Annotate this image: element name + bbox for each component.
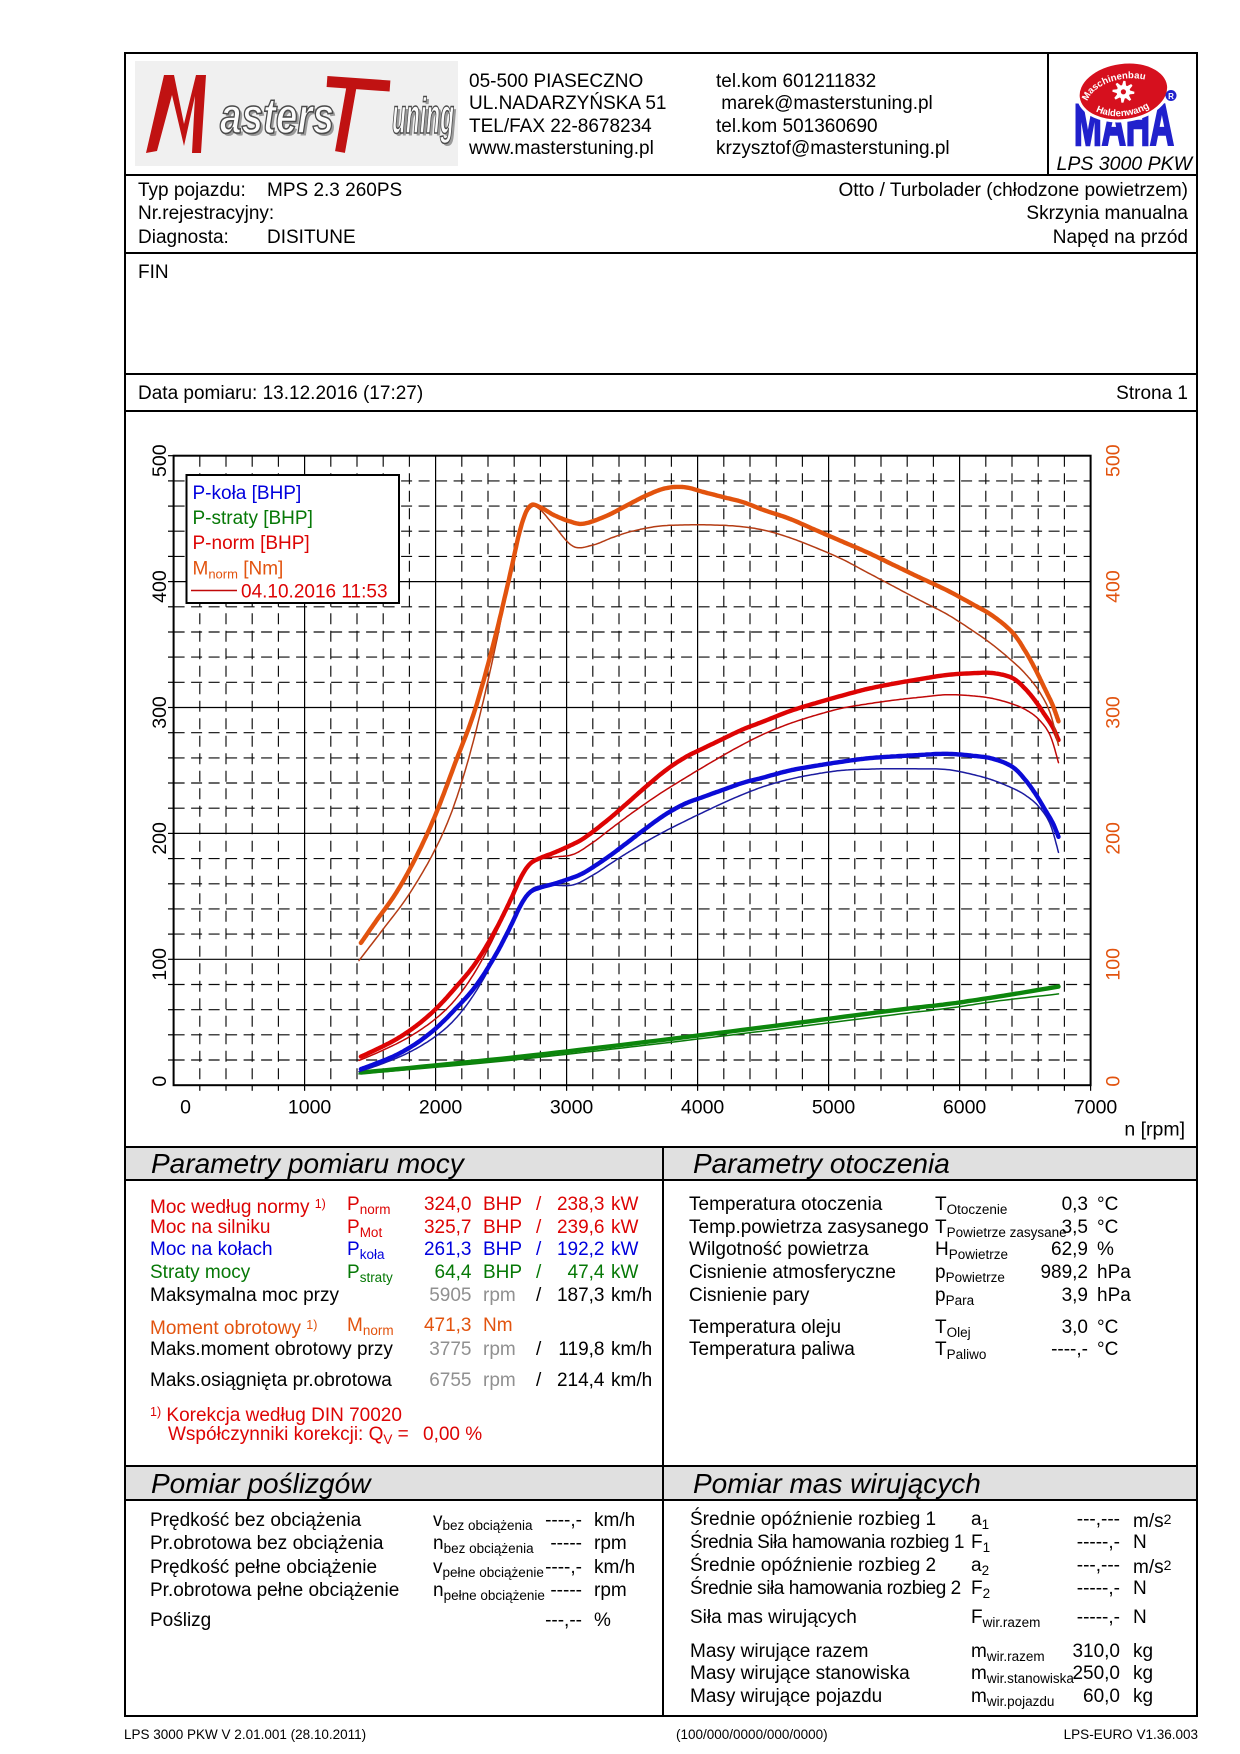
svg-text:200: 200 [149,822,171,855]
svg-text:LPS 3000 PKW: LPS 3000 PKW [1057,153,1194,175]
svg-text:500: 500 [1103,444,1125,477]
svg-text:5000: 5000 [812,1097,856,1119]
svg-text:2000: 2000 [419,1097,463,1119]
svg-text:P-straty [BHP]: P-straty [BHP] [193,508,313,529]
svg-text:P-norm [BHP]: P-norm [BHP] [193,533,310,554]
svg-text:400: 400 [149,570,171,603]
svg-text:1000: 1000 [288,1097,332,1119]
svg-text:uning: uning [392,88,454,144]
svg-text:300: 300 [1103,696,1125,729]
svg-text:400: 400 [1103,570,1125,603]
svg-text:0: 0 [1103,1076,1125,1087]
svg-text:4000: 4000 [681,1097,725,1119]
svg-text:100: 100 [149,948,171,981]
svg-text:asters: asters [220,88,334,144]
svg-text:R: R [1168,92,1174,101]
svg-text:3000: 3000 [550,1097,594,1119]
svg-text:0: 0 [149,1076,171,1087]
svg-text:6000: 6000 [943,1097,987,1119]
svg-text:0: 0 [180,1097,191,1119]
svg-text:7000: 7000 [1074,1097,1118,1119]
svg-text:500: 500 [149,444,171,477]
svg-text:04.10.2016 11:53: 04.10.2016 11:53 [241,582,388,603]
svg-text:uning: uning [395,91,457,147]
svg-text:300: 300 [149,696,171,729]
svg-text:100: 100 [1103,948,1125,981]
svg-text:asters: asters [223,91,337,147]
svg-text:P-koła [BHP]: P-koła [BHP] [193,483,302,504]
svg-text:200: 200 [1103,822,1125,855]
svg-text:Mnorm [Nm]: Mnorm [Nm] [193,559,284,582]
svg-text:n [rpm]: n [rpm] [1124,1119,1185,1141]
